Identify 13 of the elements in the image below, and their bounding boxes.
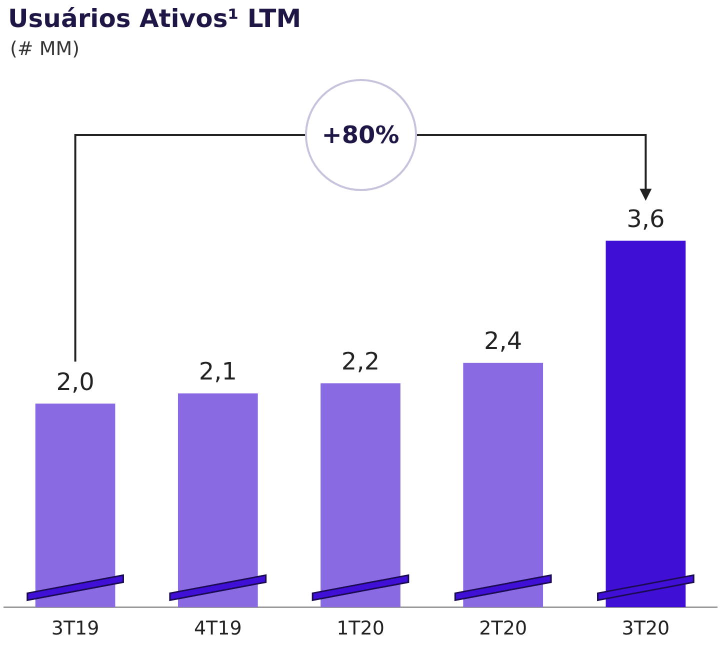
data-label: 2,0: [56, 368, 94, 396]
x-tick-label: 1T20: [336, 618, 384, 640]
chart-subtitle: (# MM): [10, 38, 80, 60]
chart-title: Usuários Ativos¹ LTM: [8, 4, 302, 33]
data-label: 2,1: [198, 358, 237, 386]
x-tick-label: 2T20: [479, 618, 528, 640]
x-tick-label: 3T20: [622, 618, 670, 640]
x-tick-label: 3T19: [51, 618, 100, 640]
text: +80%: [304, 79, 416, 191]
data-label: 2,4: [484, 327, 522, 356]
x-tick-label: 4T19: [194, 618, 242, 640]
data-label: 2,2: [341, 347, 380, 376]
data-label: 3,6: [626, 204, 665, 233]
